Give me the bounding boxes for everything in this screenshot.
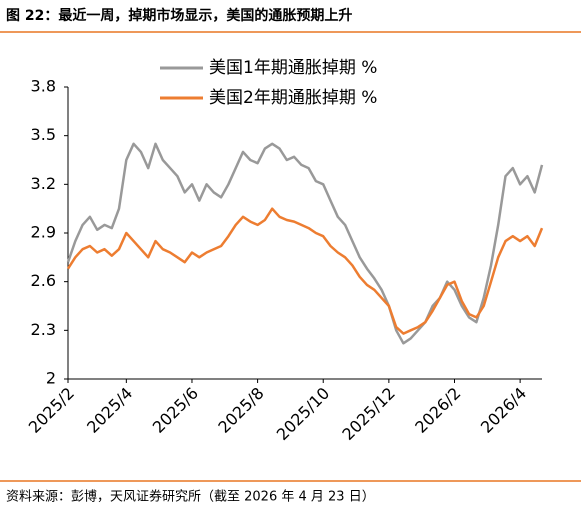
x-tick-label: 2025/8: [214, 384, 267, 437]
y-tick-label: 2: [46, 369, 56, 388]
x-tick-label: 2026/4: [477, 384, 530, 437]
source: 资料来源：彭博，天风证券研究所（截至 2026 年 4 月 23 日）: [6, 489, 375, 505]
x-tick-label: 2025/4: [83, 384, 136, 437]
legend-label: 美国2年期通胀掉期 %: [209, 88, 377, 108]
series-line: [66, 207, 544, 335]
x-tick-label: 2025/6: [149, 384, 202, 437]
y-tick-label: 3.8: [31, 77, 56, 96]
x-tick-label: 2025/10: [273, 384, 333, 444]
y-tick-label: 2.9: [31, 223, 56, 242]
y-tick-label: 3.2: [31, 174, 56, 193]
x-tick-label: 2025/12: [338, 384, 398, 444]
x-tick-label: 2025/2: [25, 384, 78, 437]
legend-label: 美国1年期通胀掉期 %: [209, 58, 377, 78]
y-tick-label: 2.3: [31, 320, 56, 339]
y-tick-label: 2.6: [31, 271, 56, 290]
chart-title: 图 22：最近一周，掉期市场显示，美国的通胀预期上升: [6, 7, 352, 24]
y-tick-label: 3.5: [31, 125, 56, 144]
x-tick-label: 2026/2: [411, 384, 464, 437]
series-line: [66, 142, 544, 345]
